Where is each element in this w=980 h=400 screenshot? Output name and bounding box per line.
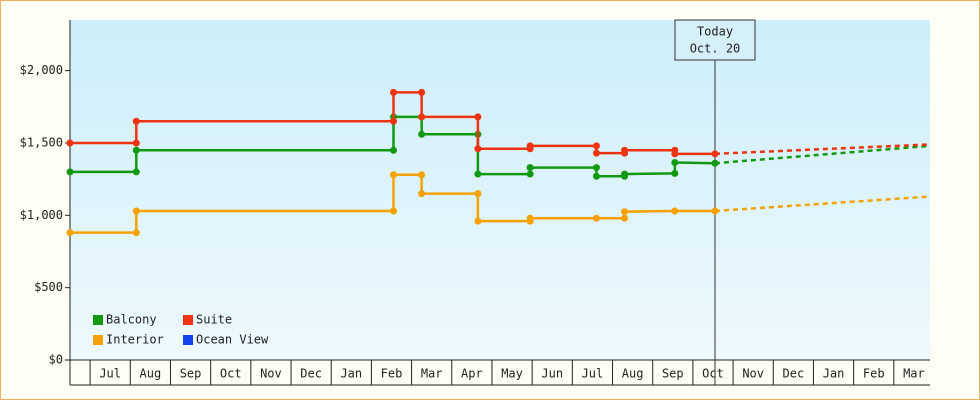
price-point bbox=[418, 130, 426, 138]
y-tick-label: $0 bbox=[49, 353, 63, 367]
y-tick-label: $1,000 bbox=[20, 208, 63, 222]
price-point bbox=[526, 214, 534, 222]
price-point bbox=[418, 171, 426, 179]
x-tick-label: Mar bbox=[903, 367, 925, 381]
price-point bbox=[390, 171, 398, 179]
price-point bbox=[592, 172, 600, 180]
price-point bbox=[66, 229, 74, 237]
price-point bbox=[66, 139, 74, 147]
price-point bbox=[66, 168, 74, 176]
x-tick-label: Sep bbox=[662, 367, 684, 381]
x-tick-label: Sep bbox=[180, 367, 202, 381]
plot-area bbox=[70, 20, 930, 360]
price-point bbox=[526, 170, 534, 178]
legend-swatch bbox=[183, 315, 193, 325]
today-box bbox=[674, 19, 756, 61]
price-point bbox=[132, 139, 140, 147]
price-point bbox=[671, 207, 679, 215]
price-point bbox=[671, 169, 679, 177]
price-point bbox=[132, 229, 140, 237]
price-point bbox=[592, 149, 600, 157]
x-tick-label: Aug bbox=[622, 367, 644, 381]
legend-label: Suite bbox=[196, 313, 232, 327]
price-point bbox=[671, 159, 679, 167]
x-tick-label: Jul bbox=[582, 367, 604, 381]
price-point bbox=[132, 168, 140, 176]
price-point bbox=[474, 217, 482, 225]
price-point bbox=[526, 164, 534, 172]
today-label: Today bbox=[697, 25, 733, 39]
price-point bbox=[474, 113, 482, 121]
x-tick-label: Jan bbox=[340, 367, 362, 381]
x-tick-label: Dec bbox=[783, 367, 805, 381]
legend-label: Ocean View bbox=[196, 333, 269, 347]
price-point bbox=[132, 207, 140, 215]
price-point bbox=[474, 190, 482, 198]
price-point bbox=[418, 190, 426, 198]
x-tick-label: Dec bbox=[300, 367, 322, 381]
legend-swatch bbox=[93, 315, 103, 325]
x-tick-label: Nov bbox=[260, 367, 282, 381]
legend-label: Interior bbox=[106, 333, 164, 347]
y-tick-label: $2,000 bbox=[20, 63, 63, 77]
price-point bbox=[390, 117, 398, 125]
price-point bbox=[132, 146, 140, 154]
price-point bbox=[474, 145, 482, 153]
price-point bbox=[711, 207, 719, 215]
y-tick-label: $500 bbox=[34, 280, 63, 294]
today-label: Oct. 20 bbox=[690, 42, 741, 56]
x-tick-label: Jul bbox=[99, 367, 121, 381]
price-point bbox=[621, 208, 629, 216]
x-tick-label: Aug bbox=[140, 367, 162, 381]
x-tick-label: Feb bbox=[381, 367, 403, 381]
x-tick-label: Jan bbox=[823, 367, 845, 381]
x-tick-label: Jun bbox=[541, 367, 563, 381]
price-point bbox=[390, 88, 398, 96]
x-tick-label: Apr bbox=[461, 367, 483, 381]
y-tick-label: $1,500 bbox=[20, 135, 63, 149]
x-tick-label: Oct bbox=[702, 367, 724, 381]
price-point bbox=[474, 170, 482, 178]
legend-swatch bbox=[183, 335, 193, 345]
price-point bbox=[592, 142, 600, 150]
price-point bbox=[592, 214, 600, 222]
price-point bbox=[592, 164, 600, 172]
price-line bbox=[70, 91, 715, 156]
price-point bbox=[418, 88, 426, 96]
x-tick-label: May bbox=[501, 367, 523, 381]
price-point bbox=[526, 142, 534, 150]
price-point bbox=[132, 117, 140, 125]
x-tick-label: Mar bbox=[421, 367, 443, 381]
price-point bbox=[390, 146, 398, 154]
price-point bbox=[711, 150, 719, 158]
x-tick-label: Nov bbox=[742, 367, 764, 381]
price-point bbox=[390, 207, 398, 215]
price-line bbox=[70, 115, 716, 178]
price-point bbox=[418, 113, 426, 121]
x-tick-label: Oct bbox=[220, 367, 242, 381]
legend-label: Balcony bbox=[106, 313, 157, 327]
price-point bbox=[621, 170, 629, 178]
price-point bbox=[621, 146, 629, 154]
price-point bbox=[711, 159, 719, 167]
legend-swatch bbox=[93, 335, 103, 345]
price-point bbox=[671, 150, 679, 158]
price-point bbox=[621, 214, 629, 222]
x-tick-label: Feb bbox=[863, 367, 885, 381]
